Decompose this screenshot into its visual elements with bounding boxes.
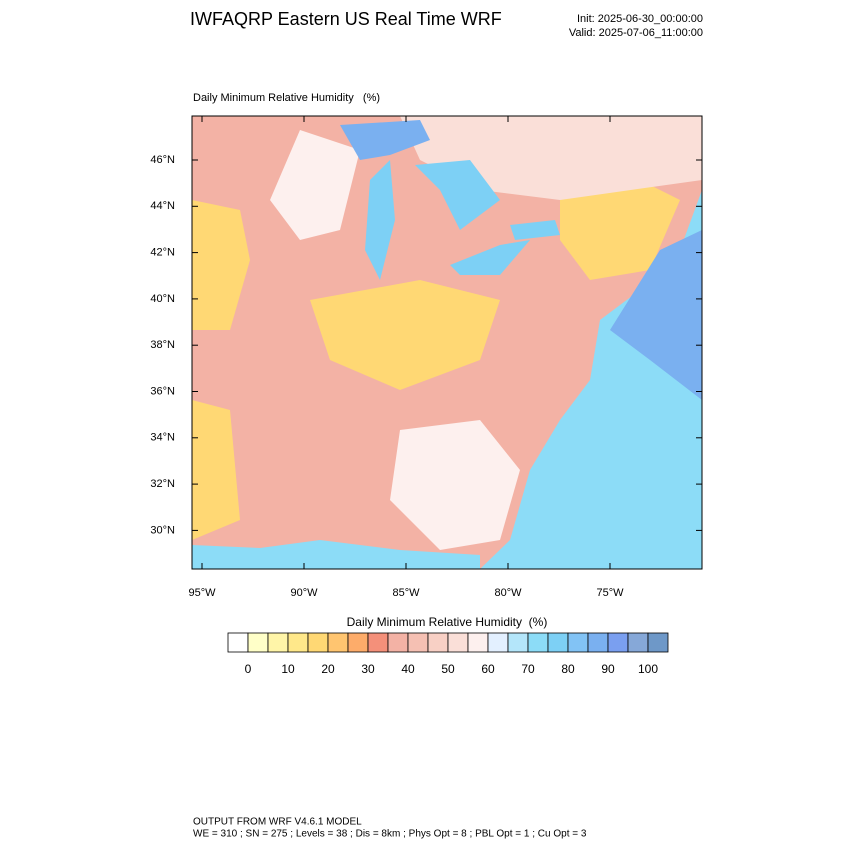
colorbar-label: 0 <box>245 662 252 676</box>
colorbar-label: 20 <box>321 662 335 676</box>
colorbar-box <box>347 632 369 653</box>
colorbar-label: 30 <box>361 662 375 676</box>
colorbar-label: 80 <box>561 662 575 676</box>
lon-label: 85°W <box>392 587 420 599</box>
colorbar-box <box>407 632 429 653</box>
title: IWFAQRP Eastern US Real Time WRF <box>190 9 502 29</box>
colorbar-box <box>507 632 529 653</box>
colorbar-box <box>287 632 309 653</box>
colorbar-box <box>267 632 289 653</box>
colorbar-box <box>567 632 589 653</box>
colorbar-box <box>367 632 389 653</box>
colorbar-label: 10 <box>281 662 295 676</box>
colorbar-box <box>427 632 449 653</box>
lat-label: 40°N <box>150 293 175 305</box>
colorbar-box <box>587 632 609 653</box>
lat-label: 36°N <box>150 385 175 397</box>
lake <box>510 220 560 240</box>
map-frame <box>191 115 703 570</box>
footer-line: OUTPUT FROM WRF V4.6.1 MODEL <box>193 817 362 828</box>
colorbar-label: 40 <box>401 662 415 676</box>
lat-label: 42°N <box>150 247 175 259</box>
region <box>310 280 500 390</box>
colorbar-box <box>447 632 469 653</box>
lat-label: 34°N <box>150 432 175 444</box>
colorbar-box <box>527 632 549 653</box>
colorbar-title: Daily Minimum Relative Humidity (%) <box>347 615 548 629</box>
colorbar-box <box>307 632 329 653</box>
region <box>560 180 680 280</box>
valid-time: Valid: 2025-07-06_11:00:00 <box>569 27 703 39</box>
lat-label: 32°N <box>150 478 175 490</box>
colorbar-label: 100 <box>638 662 658 676</box>
lat-label: 46°N <box>150 154 175 166</box>
lat-label: 38°N <box>150 339 175 351</box>
lake <box>365 160 395 280</box>
colorbar-box <box>607 632 629 653</box>
init-time: Init: 2025-06-30_00:00:00 <box>577 13 703 25</box>
lake <box>450 240 530 275</box>
lon-label: 90°W <box>290 587 318 599</box>
colorbar-box <box>647 632 669 653</box>
map <box>191 115 703 570</box>
region <box>270 130 360 240</box>
colorbar-label: 50 <box>441 662 455 676</box>
colorbar-label: 60 <box>481 662 495 676</box>
colorbar-box <box>247 632 269 653</box>
lon-label: 95°W <box>188 587 216 599</box>
region <box>192 400 240 540</box>
lon-label: 75°W <box>596 587 624 599</box>
colorbar-label: 70 <box>521 662 535 676</box>
colorbar-box <box>467 632 489 653</box>
lat-label: 30°N <box>150 524 175 536</box>
colorbar-box <box>327 632 349 653</box>
gulf <box>192 540 480 569</box>
region <box>390 420 520 550</box>
colorbar-box <box>547 632 569 653</box>
colorbar-box <box>387 632 409 653</box>
lake <box>415 160 500 230</box>
ocean <box>610 230 702 400</box>
region <box>192 200 250 330</box>
colorbar-box <box>487 632 509 653</box>
lat-label: 44°N <box>150 200 175 212</box>
lake <box>340 120 430 160</box>
map-title: Daily Minimum Relative Humidity (%) <box>193 92 380 104</box>
colorbar-box <box>627 632 649 653</box>
colorbar-label: 90 <box>601 662 615 676</box>
footer-line: WE = 310 ; SN = 275 ; Levels = 38 ; Dis … <box>193 829 587 840</box>
lon-label: 80°W <box>494 587 522 599</box>
colorbar-box <box>227 632 249 653</box>
